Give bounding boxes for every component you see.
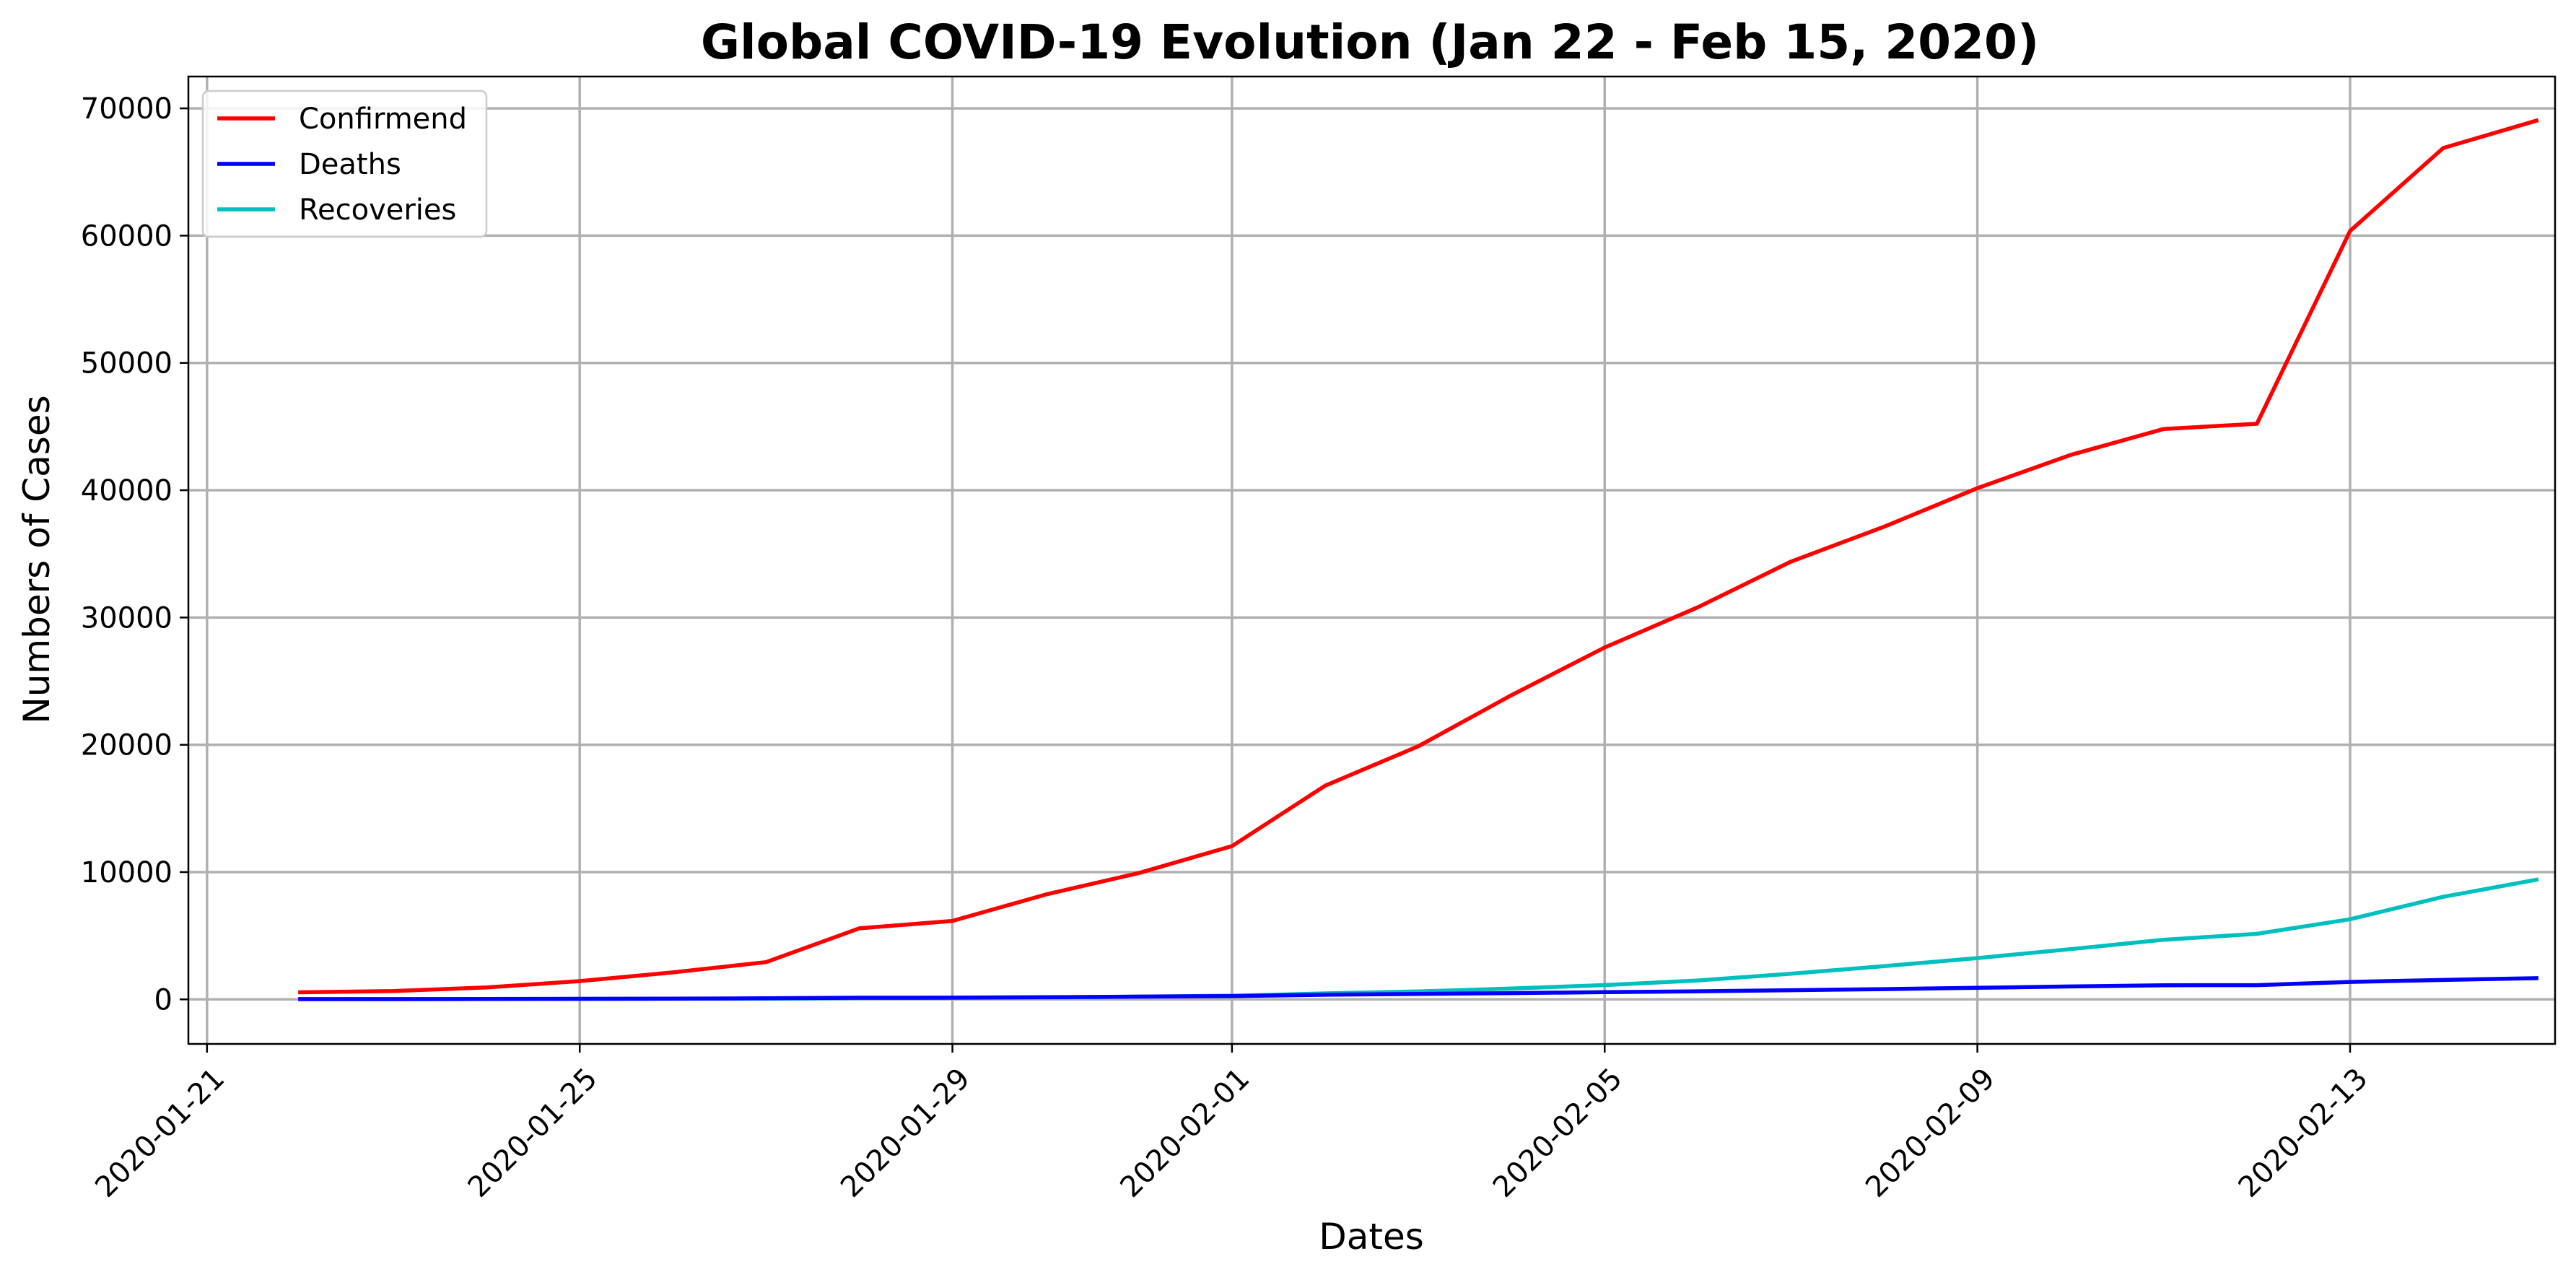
chart-title: Global COVID-19 Evolution (Jan 22 - Feb …	[701, 14, 2039, 70]
y-axis: 0 10000 20000 30000 40000 50000 60000 70000	[81, 92, 188, 1016]
legend-label-deaths: Deaths	[299, 148, 401, 181]
series-line-confirmend	[298, 118, 2539, 995]
y-tick-label: 40000	[81, 474, 173, 508]
y-axis-label: Numbers of Cases	[16, 395, 58, 723]
legend-frame	[201, 90, 488, 238]
y-tick-label: 0	[154, 983, 173, 1016]
y-tick-label: 60000	[81, 219, 173, 253]
y-tick-label: 50000	[81, 347, 173, 380]
plot-area-frame	[187, 75, 2557, 1045]
legend-label-confirmend: Confirmend	[299, 103, 467, 136]
y-tick-label: 30000	[81, 601, 173, 635]
x-axis-label: Dates	[1319, 1216, 1424, 1258]
y-tick-label: 20000	[81, 729, 173, 762]
y-tick-label: 70000	[81, 92, 173, 126]
series-line-deaths	[298, 976, 2539, 1001]
grid	[188, 77, 2555, 1044]
y-tick-label: 10000	[81, 856, 173, 889]
legend: Confirmend Deaths Recoveries	[201, 90, 488, 238]
series-lines	[298, 118, 2539, 1001]
legend-label-recoveries: Recoveries	[299, 193, 456, 227]
